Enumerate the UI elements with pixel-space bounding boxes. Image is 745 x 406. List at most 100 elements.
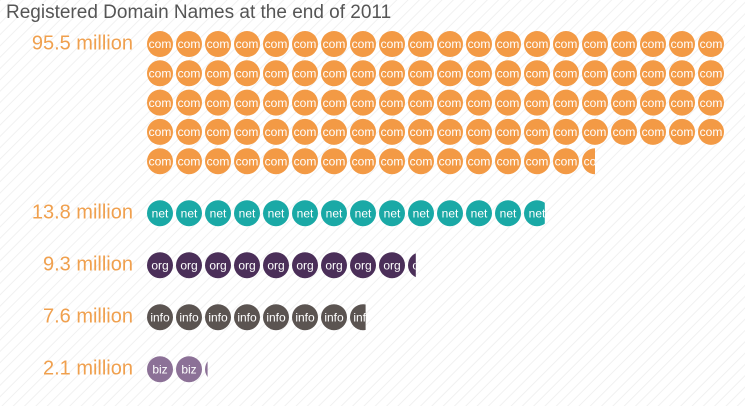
icon-circle <box>379 31 405 57</box>
icon-circle <box>205 60 231 87</box>
icon-label: net <box>210 206 227 220</box>
icon: net <box>176 200 202 227</box>
icon-label: com <box>497 96 520 110</box>
icon-label: com <box>294 66 317 80</box>
icon-circle <box>263 200 289 227</box>
icon-label: com <box>207 37 230 51</box>
icon: com <box>553 60 579 87</box>
icon: com <box>176 89 202 116</box>
icon-circle <box>321 252 347 279</box>
icon-label: com <box>439 154 462 168</box>
icon: com <box>147 31 173 57</box>
icon: com <box>466 31 492 57</box>
icon-label: com <box>236 66 259 80</box>
icon-label: com <box>642 37 665 51</box>
icon-circle <box>234 118 260 145</box>
icon: com <box>408 89 434 116</box>
icon: com <box>669 118 695 145</box>
icon-circle <box>292 31 318 57</box>
icon: com <box>466 118 492 145</box>
icon: com <box>640 89 666 116</box>
icon-circle <box>350 148 376 175</box>
icon-label: com <box>352 37 375 51</box>
icon-label: com <box>584 96 607 110</box>
icon-label: net <box>152 206 169 220</box>
icon-label: com <box>497 66 520 80</box>
icon-row: bizbizbiz <box>147 356 208 383</box>
icon: net <box>292 200 318 227</box>
icon: com <box>263 118 289 145</box>
icon: com <box>321 118 347 145</box>
icon-label: com <box>207 125 230 139</box>
icon-circle <box>234 60 260 87</box>
icon-circle <box>408 253 416 278</box>
icon-circle <box>437 118 463 145</box>
icon-circle <box>582 148 595 175</box>
icon: com <box>669 60 695 87</box>
icon-circle <box>524 31 550 57</box>
icon-label: com <box>178 96 201 110</box>
icon-circle <box>408 60 434 87</box>
icon-label: com <box>294 125 317 139</box>
icon-circle <box>205 252 231 279</box>
icon-circle <box>321 118 347 145</box>
icon-label: com <box>149 154 172 168</box>
icon: info <box>234 304 260 331</box>
icon: org <box>147 252 173 279</box>
icon-label: com <box>381 154 404 168</box>
icon: com <box>292 118 318 145</box>
icon-circle <box>640 89 666 116</box>
icon-label: com <box>497 154 520 168</box>
icon-circle <box>234 252 260 279</box>
icon: net <box>350 200 376 227</box>
icon-circle <box>147 31 173 57</box>
icon-label: info <box>324 310 344 324</box>
icon-circle <box>234 89 260 116</box>
icon: com <box>698 118 724 145</box>
icon: com <box>640 60 666 87</box>
icon: com <box>524 31 550 57</box>
icon: com <box>553 118 579 145</box>
icon: com <box>321 89 347 116</box>
icon: com <box>350 89 376 116</box>
icon: com <box>147 148 173 175</box>
icon-circle <box>408 200 434 227</box>
icon-circle <box>234 200 260 227</box>
icon-label: org <box>383 258 400 272</box>
icon-label: com <box>555 66 578 80</box>
icon-circle <box>292 252 318 279</box>
icon-circle <box>553 148 579 175</box>
icon-label: net <box>529 206 546 220</box>
icon-label: org <box>325 258 342 272</box>
icon-circle <box>234 304 260 331</box>
icon-label: com <box>410 96 433 110</box>
icon-circle <box>553 118 579 145</box>
icon: info <box>350 304 366 331</box>
icon: com <box>495 148 521 175</box>
icon-circle <box>205 118 231 145</box>
icon-circle <box>176 148 202 175</box>
icon-row: info info info info info info info info <box>147 304 366 331</box>
icon: com <box>234 31 260 57</box>
icon-label: com <box>468 125 491 139</box>
icon-circle <box>205 304 231 331</box>
icon-label: com <box>526 96 549 110</box>
icon-circle <box>437 89 463 116</box>
icon-circle <box>611 31 637 57</box>
icon: biz <box>176 356 202 383</box>
icon: com <box>698 31 724 57</box>
icon: com <box>205 89 231 116</box>
icon-label: com <box>352 96 375 110</box>
icon-circle <box>466 60 492 87</box>
icon: com <box>437 31 463 57</box>
icon-label: com <box>613 96 636 110</box>
icon: com <box>379 118 405 145</box>
icon-label: com <box>410 66 433 80</box>
icon-label: com <box>642 125 665 139</box>
icon-row: orgorgorgorgorgorgorgorgorgorg <box>147 252 416 279</box>
icon-label: net <box>239 206 256 220</box>
icon: com <box>582 118 608 145</box>
icon-circle <box>263 31 289 57</box>
icon-circle <box>466 31 492 57</box>
